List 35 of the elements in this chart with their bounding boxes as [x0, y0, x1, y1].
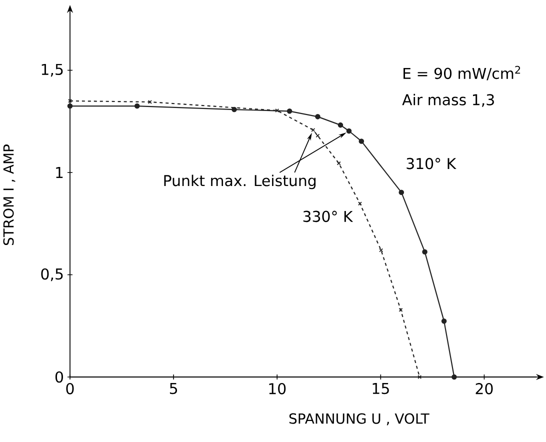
series-label: 330° K	[303, 210, 354, 222]
point	[315, 114, 320, 120]
point	[346, 128, 352, 134]
x-tick-label: 15	[372, 383, 389, 394]
y-tick-label: 1	[56, 167, 63, 178]
point	[422, 249, 428, 254]
x-tick-label: 10	[269, 383, 286, 394]
x-axis-title: SPANNUNG U , VOLT	[289, 413, 430, 426]
point	[275, 108, 280, 113]
point	[358, 202, 362, 206]
point	[134, 103, 140, 109]
point	[232, 106, 237, 112]
point	[148, 100, 152, 104]
point	[418, 375, 422, 379]
point	[452, 374, 457, 380]
point	[358, 138, 364, 144]
y-tick-label: 1,5	[42, 64, 63, 77]
point	[286, 108, 292, 114]
y-tick-label: 0,5	[41, 268, 63, 282]
series-label: 310° K	[406, 158, 456, 170]
point	[336, 161, 341, 166]
y-axis-title: STROM I , AMP	[3, 144, 16, 246]
x-tick-label: 0	[66, 383, 74, 394]
point	[68, 98, 72, 103]
point	[441, 318, 447, 324]
point	[316, 134, 320, 138]
y-tick-label: 0	[55, 371, 63, 383]
x-tick-label: 5	[170, 383, 178, 394]
x-tick-label: 20	[476, 383, 493, 394]
annotation: Punkt max. Leistung	[164, 174, 316, 190]
point	[398, 190, 404, 195]
annotation: Air mass 1,3	[402, 94, 494, 107]
point	[67, 103, 73, 109]
annotation: E = 90 mW/cm$^{2}$	[404, 66, 520, 80]
point	[338, 122, 344, 128]
